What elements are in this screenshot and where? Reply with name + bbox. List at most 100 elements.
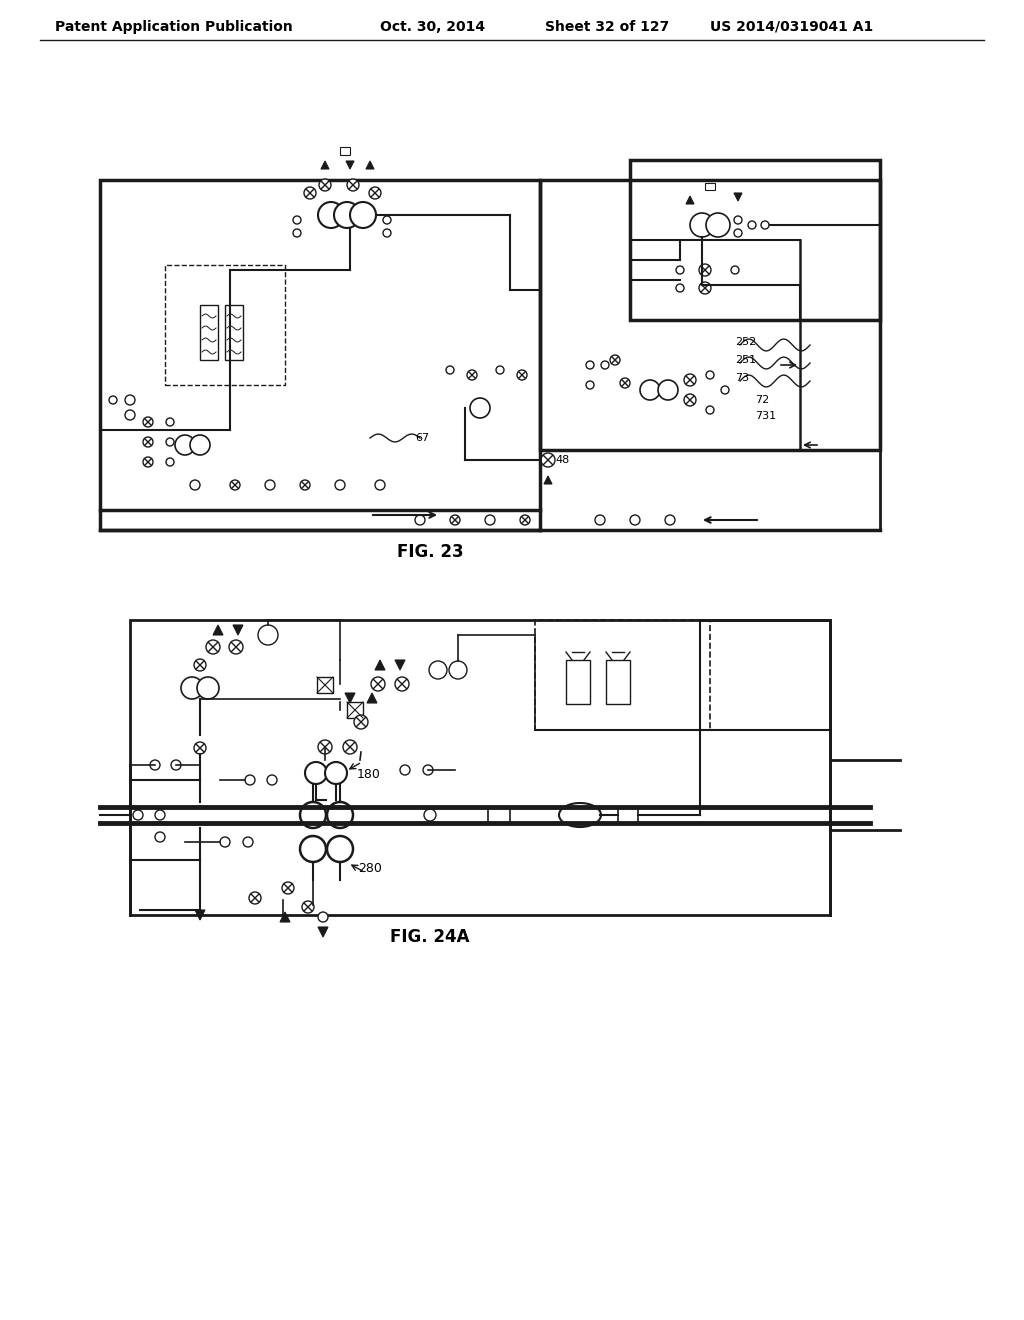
Circle shape bbox=[230, 480, 240, 490]
Polygon shape bbox=[734, 193, 742, 201]
Circle shape bbox=[190, 436, 210, 455]
Circle shape bbox=[327, 836, 353, 862]
Circle shape bbox=[243, 837, 253, 847]
Bar bbox=[165, 265, 285, 385]
Circle shape bbox=[175, 436, 195, 455]
Circle shape bbox=[423, 766, 433, 775]
Circle shape bbox=[676, 267, 684, 275]
Circle shape bbox=[470, 399, 490, 418]
Circle shape bbox=[229, 640, 243, 653]
Polygon shape bbox=[367, 693, 377, 704]
Bar bbox=[130, 620, 830, 915]
Polygon shape bbox=[345, 693, 355, 704]
Bar bbox=[347, 702, 362, 718]
Text: Patent Application Publication: Patent Application Publication bbox=[55, 20, 293, 34]
Text: 67: 67 bbox=[415, 433, 429, 444]
Circle shape bbox=[206, 640, 220, 653]
Circle shape bbox=[429, 661, 447, 678]
Circle shape bbox=[155, 810, 165, 820]
Bar bbox=[630, 160, 880, 319]
Circle shape bbox=[658, 380, 678, 400]
Circle shape bbox=[282, 882, 294, 894]
Text: 731: 731 bbox=[755, 411, 776, 421]
Circle shape bbox=[424, 809, 436, 821]
Circle shape bbox=[699, 282, 711, 294]
Polygon shape bbox=[544, 477, 552, 484]
Bar bbox=[317, 677, 333, 693]
Polygon shape bbox=[686, 195, 694, 205]
Bar bbox=[705, 183, 715, 190]
Circle shape bbox=[190, 480, 200, 490]
Circle shape bbox=[249, 892, 261, 904]
Circle shape bbox=[267, 775, 278, 785]
Circle shape bbox=[143, 417, 153, 426]
Polygon shape bbox=[321, 161, 329, 169]
Circle shape bbox=[369, 187, 381, 199]
Circle shape bbox=[395, 677, 409, 690]
Text: 48: 48 bbox=[555, 455, 569, 465]
Circle shape bbox=[630, 515, 640, 525]
Circle shape bbox=[335, 480, 345, 490]
Circle shape bbox=[595, 515, 605, 525]
Circle shape bbox=[318, 202, 344, 228]
Circle shape bbox=[706, 213, 730, 238]
Circle shape bbox=[197, 677, 219, 700]
Polygon shape bbox=[318, 927, 328, 937]
Circle shape bbox=[383, 228, 391, 238]
Ellipse shape bbox=[559, 803, 601, 828]
Polygon shape bbox=[233, 624, 243, 635]
Circle shape bbox=[150, 760, 160, 770]
Circle shape bbox=[520, 515, 530, 525]
Circle shape bbox=[684, 393, 696, 407]
Bar bbox=[200, 305, 218, 360]
Circle shape bbox=[371, 677, 385, 690]
Circle shape bbox=[166, 418, 174, 426]
Circle shape bbox=[676, 284, 684, 292]
Polygon shape bbox=[375, 660, 385, 671]
Circle shape bbox=[640, 380, 660, 400]
Circle shape bbox=[319, 180, 331, 191]
Bar bbox=[100, 180, 540, 531]
Bar bbox=[566, 660, 590, 704]
Circle shape bbox=[350, 202, 376, 228]
Circle shape bbox=[327, 803, 353, 828]
Circle shape bbox=[721, 385, 729, 393]
Circle shape bbox=[383, 216, 391, 224]
Polygon shape bbox=[213, 624, 223, 635]
Circle shape bbox=[293, 216, 301, 224]
Text: FIG. 24A: FIG. 24A bbox=[390, 928, 470, 946]
Circle shape bbox=[354, 715, 368, 729]
Text: 251: 251 bbox=[735, 355, 756, 366]
Circle shape bbox=[133, 810, 143, 820]
Text: 72: 72 bbox=[755, 395, 769, 405]
Circle shape bbox=[194, 659, 206, 671]
Text: 280: 280 bbox=[358, 862, 382, 874]
Circle shape bbox=[684, 374, 696, 385]
Text: Sheet 32 of 127: Sheet 32 of 127 bbox=[545, 20, 670, 34]
Circle shape bbox=[706, 371, 714, 379]
Circle shape bbox=[302, 902, 314, 913]
Circle shape bbox=[586, 360, 594, 370]
Circle shape bbox=[485, 515, 495, 525]
Text: FIG. 23: FIG. 23 bbox=[396, 543, 463, 561]
Circle shape bbox=[318, 741, 332, 754]
Circle shape bbox=[541, 453, 555, 467]
Polygon shape bbox=[395, 660, 406, 671]
Circle shape bbox=[690, 213, 714, 238]
Circle shape bbox=[125, 411, 135, 420]
Circle shape bbox=[155, 832, 165, 842]
Circle shape bbox=[446, 366, 454, 374]
Circle shape bbox=[734, 216, 742, 224]
Circle shape bbox=[293, 228, 301, 238]
Circle shape bbox=[601, 360, 609, 370]
Circle shape bbox=[166, 438, 174, 446]
Circle shape bbox=[109, 396, 117, 404]
Bar bbox=[225, 305, 243, 360]
Circle shape bbox=[334, 202, 360, 228]
Circle shape bbox=[731, 267, 739, 275]
Circle shape bbox=[300, 836, 326, 862]
Text: 180: 180 bbox=[357, 768, 381, 781]
Text: 73: 73 bbox=[735, 374, 750, 383]
Text: Oct. 30, 2014: Oct. 30, 2014 bbox=[380, 20, 485, 34]
Bar bbox=[535, 620, 710, 730]
